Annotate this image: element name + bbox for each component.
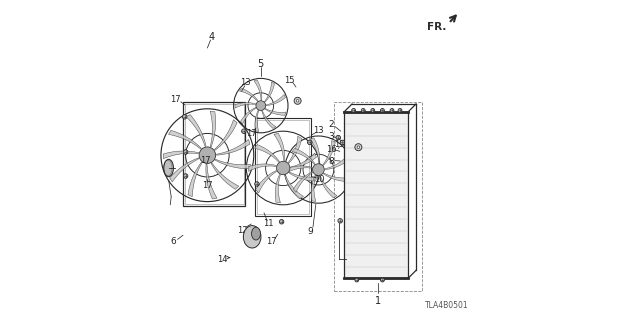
Circle shape [340, 140, 344, 145]
Circle shape [398, 108, 402, 112]
Circle shape [182, 115, 187, 119]
Polygon shape [293, 172, 313, 192]
Circle shape [355, 144, 362, 151]
Polygon shape [288, 136, 301, 163]
Polygon shape [255, 171, 276, 193]
Circle shape [242, 129, 246, 133]
Ellipse shape [252, 227, 260, 240]
Text: 2: 2 [328, 120, 334, 129]
Polygon shape [168, 130, 202, 149]
Bar [185, 104, 244, 204]
Circle shape [371, 108, 375, 112]
Circle shape [380, 108, 384, 112]
Circle shape [296, 100, 299, 102]
Polygon shape [254, 80, 262, 100]
Circle shape [390, 108, 394, 112]
Circle shape [276, 161, 290, 175]
Polygon shape [289, 172, 317, 181]
Circle shape [380, 278, 384, 282]
Text: 17: 17 [246, 129, 257, 138]
Polygon shape [206, 164, 217, 199]
Text: 10: 10 [314, 175, 324, 184]
Polygon shape [266, 94, 285, 106]
Text: 6: 6 [171, 237, 176, 246]
Polygon shape [323, 140, 335, 165]
Polygon shape [215, 159, 250, 169]
Text: TLA4B0501: TLA4B0501 [424, 301, 468, 310]
Text: 17: 17 [200, 156, 211, 165]
Text: 11: 11 [263, 220, 273, 228]
Polygon shape [311, 175, 316, 201]
Polygon shape [239, 88, 258, 101]
Text: 13: 13 [241, 78, 251, 87]
Polygon shape [163, 151, 198, 159]
Polygon shape [310, 138, 320, 163]
Polygon shape [211, 163, 239, 189]
Polygon shape [275, 174, 280, 203]
Polygon shape [210, 111, 216, 147]
Circle shape [352, 108, 356, 112]
Circle shape [255, 182, 259, 186]
Polygon shape [186, 115, 206, 146]
Polygon shape [248, 164, 276, 171]
Polygon shape [255, 110, 259, 132]
Circle shape [256, 101, 266, 110]
Text: 4: 4 [209, 32, 215, 42]
Polygon shape [188, 162, 202, 196]
Polygon shape [319, 176, 337, 198]
Polygon shape [292, 148, 315, 164]
Polygon shape [241, 108, 256, 124]
Text: 15: 15 [335, 140, 345, 149]
Polygon shape [254, 145, 280, 162]
Circle shape [294, 97, 301, 104]
Circle shape [338, 219, 342, 223]
Circle shape [355, 278, 359, 282]
Text: 17: 17 [266, 237, 276, 246]
Text: 17: 17 [170, 95, 180, 104]
Polygon shape [287, 166, 312, 173]
Text: 3: 3 [328, 132, 334, 140]
Text: 1: 1 [374, 296, 381, 306]
Text: 5: 5 [258, 59, 264, 69]
Text: 16: 16 [326, 145, 337, 154]
Ellipse shape [164, 159, 173, 177]
Polygon shape [323, 173, 349, 181]
Polygon shape [170, 158, 199, 182]
Polygon shape [262, 111, 276, 128]
Circle shape [361, 108, 365, 112]
Polygon shape [291, 153, 316, 168]
Circle shape [336, 135, 340, 140]
Bar [344, 112, 408, 278]
Polygon shape [235, 103, 256, 108]
Text: 12: 12 [237, 226, 248, 235]
Text: 17: 17 [202, 181, 212, 190]
Polygon shape [285, 175, 303, 199]
Bar [183, 102, 246, 206]
Bar [255, 118, 312, 216]
Polygon shape [274, 133, 285, 161]
Polygon shape [214, 120, 237, 150]
Text: 13: 13 [313, 126, 324, 135]
Polygon shape [265, 108, 286, 115]
Circle shape [357, 146, 360, 148]
Circle shape [312, 164, 324, 175]
Text: 9: 9 [308, 227, 313, 236]
Polygon shape [216, 140, 250, 155]
Ellipse shape [243, 226, 261, 248]
Circle shape [199, 147, 216, 164]
Text: FR.: FR. [427, 22, 447, 32]
Circle shape [183, 150, 188, 154]
Text: 14: 14 [217, 255, 228, 264]
Text: 8: 8 [328, 157, 334, 166]
Bar [257, 120, 309, 214]
Circle shape [280, 220, 284, 224]
Polygon shape [264, 82, 275, 102]
Circle shape [307, 140, 312, 145]
Polygon shape [324, 156, 349, 170]
Text: 15: 15 [284, 76, 295, 85]
Bar [334, 102, 422, 291]
Circle shape [183, 174, 188, 178]
